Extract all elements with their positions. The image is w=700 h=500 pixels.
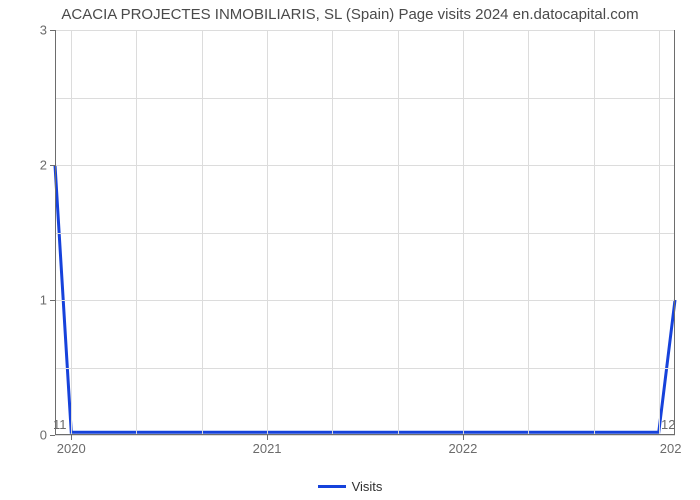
gridline-vertical	[528, 30, 529, 435]
x-tick-label: 2021	[253, 435, 282, 456]
data-label: 12	[661, 417, 675, 432]
legend-label: Visits	[352, 479, 383, 494]
gridline-vertical	[594, 30, 595, 435]
x-tick-label: 2022	[448, 435, 477, 456]
y-axis-line	[55, 30, 56, 435]
x-axis-line	[55, 434, 675, 435]
gridline-vertical	[71, 30, 72, 435]
gridline-horizontal	[55, 300, 675, 301]
y-tick-label: 1	[40, 293, 55, 308]
gridline-vertical	[136, 30, 137, 435]
x-tick-label-truncated: 202	[660, 435, 682, 456]
gridline-vertical	[398, 30, 399, 435]
gridline-horizontal	[55, 233, 675, 234]
y-tick-label: 2	[40, 158, 55, 173]
gridline-vertical	[332, 30, 333, 435]
gridline-horizontal	[55, 165, 675, 166]
gridline-horizontal	[55, 30, 675, 31]
legend-swatch	[318, 485, 346, 488]
gridline-horizontal	[55, 98, 675, 99]
gridline-horizontal	[55, 435, 675, 436]
y-tick-label: 3	[40, 23, 55, 38]
data-label: 11	[53, 417, 67, 432]
gridline-vertical	[267, 30, 268, 435]
x-tick-label: 2020	[57, 435, 86, 456]
chart-title: ACACIA PROJECTES INMOBILIARIS, SL (Spain…	[0, 6, 700, 23]
chart-container: ACACIA PROJECTES INMOBILIARIS, SL (Spain…	[0, 0, 700, 500]
gridline-horizontal	[55, 368, 675, 369]
gridline-vertical	[202, 30, 203, 435]
plot-area: 01232020202120222021112	[55, 30, 675, 435]
gridline-vertical	[659, 30, 660, 435]
legend: Visits	[0, 478, 700, 494]
gridline-vertical	[463, 30, 464, 435]
right-axis-line	[674, 30, 675, 435]
